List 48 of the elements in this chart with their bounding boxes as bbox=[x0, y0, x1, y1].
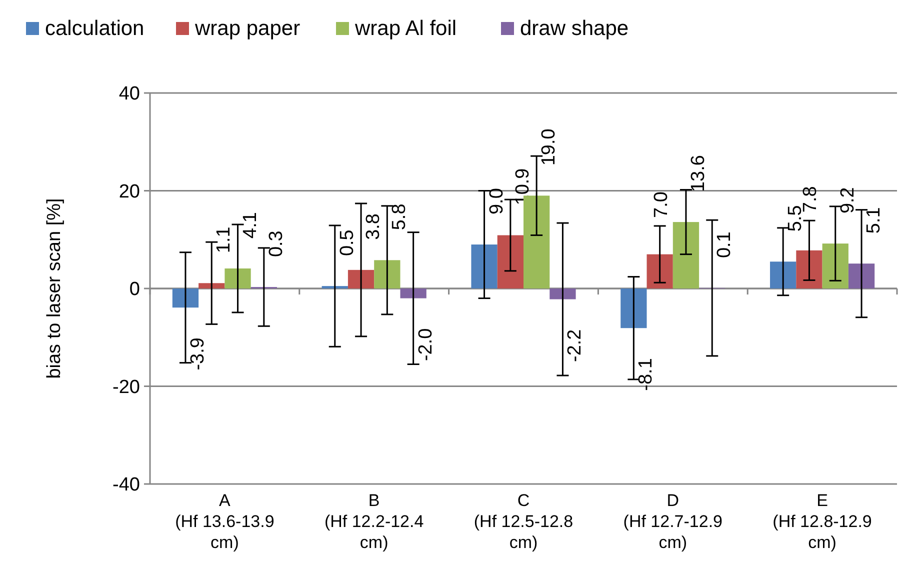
data-label: 9.0 bbox=[486, 188, 508, 215]
bar bbox=[348, 270, 374, 288]
bar bbox=[471, 244, 498, 288]
bar bbox=[550, 288, 576, 300]
data-label: 1.1 bbox=[214, 226, 235, 254]
bar bbox=[172, 288, 199, 308]
bar bbox=[770, 262, 796, 288]
bar bbox=[497, 235, 524, 288]
legend-label: wrap Al foil bbox=[354, 17, 457, 40]
y-axis-title: bias to laser scan [%] bbox=[44, 198, 65, 379]
x-tick-label: C (Hf 12.5-12.8 cm) bbox=[474, 491, 574, 552]
bar bbox=[848, 264, 875, 288]
bar bbox=[198, 283, 225, 288]
data-label: -2.2 bbox=[564, 329, 586, 362]
bar bbox=[620, 288, 647, 328]
data-label: 7.0 bbox=[650, 192, 672, 218]
bar bbox=[796, 250, 822, 288]
bar bbox=[822, 244, 848, 288]
data-label: -2.0 bbox=[415, 328, 436, 362]
y-tick-label: -40 bbox=[112, 474, 140, 496]
bar bbox=[672, 222, 700, 288]
legend-label: calculation bbox=[45, 17, 144, 40]
data-label: 0.1 bbox=[714, 232, 736, 258]
y-tick-label: 20 bbox=[118, 181, 140, 202]
data-label: 19.0 bbox=[538, 128, 560, 166]
legend-label: draw shape bbox=[520, 17, 629, 40]
data-label: -3.9 bbox=[187, 338, 208, 370]
x-tick-label: D (Hf 12.7-12.9 cm) bbox=[623, 491, 723, 552]
data-label: 5.1 bbox=[864, 207, 885, 234]
legend-label: wrap paper bbox=[194, 17, 300, 40]
y-tick-label: 40 bbox=[118, 84, 140, 105]
data-label: 9.2 bbox=[837, 187, 858, 214]
data-label: 5.8 bbox=[389, 204, 410, 230]
data-label: 0.5 bbox=[336, 230, 358, 256]
data-label: 0.3 bbox=[266, 230, 287, 258]
data-label: 13.6 bbox=[688, 155, 709, 192]
x-tick-label: B (Hf 12.2-12.4 cm) bbox=[324, 491, 424, 552]
x-tick-label: E (Hf 12.8-12.9 cm) bbox=[772, 491, 872, 552]
y-tick-label: -20 bbox=[112, 376, 140, 398]
bar bbox=[400, 288, 426, 298]
bar bbox=[374, 260, 400, 288]
x-tick-label: A (Hf 13.6-13.9 cm) bbox=[175, 491, 274, 552]
data-label: -8.1 bbox=[636, 358, 657, 391]
data-label: 4.1 bbox=[240, 212, 261, 238]
bar bbox=[224, 268, 251, 288]
y-tick-label: 0 bbox=[129, 279, 140, 300]
bar bbox=[646, 254, 673, 288]
data-label: 3.8 bbox=[363, 214, 384, 240]
